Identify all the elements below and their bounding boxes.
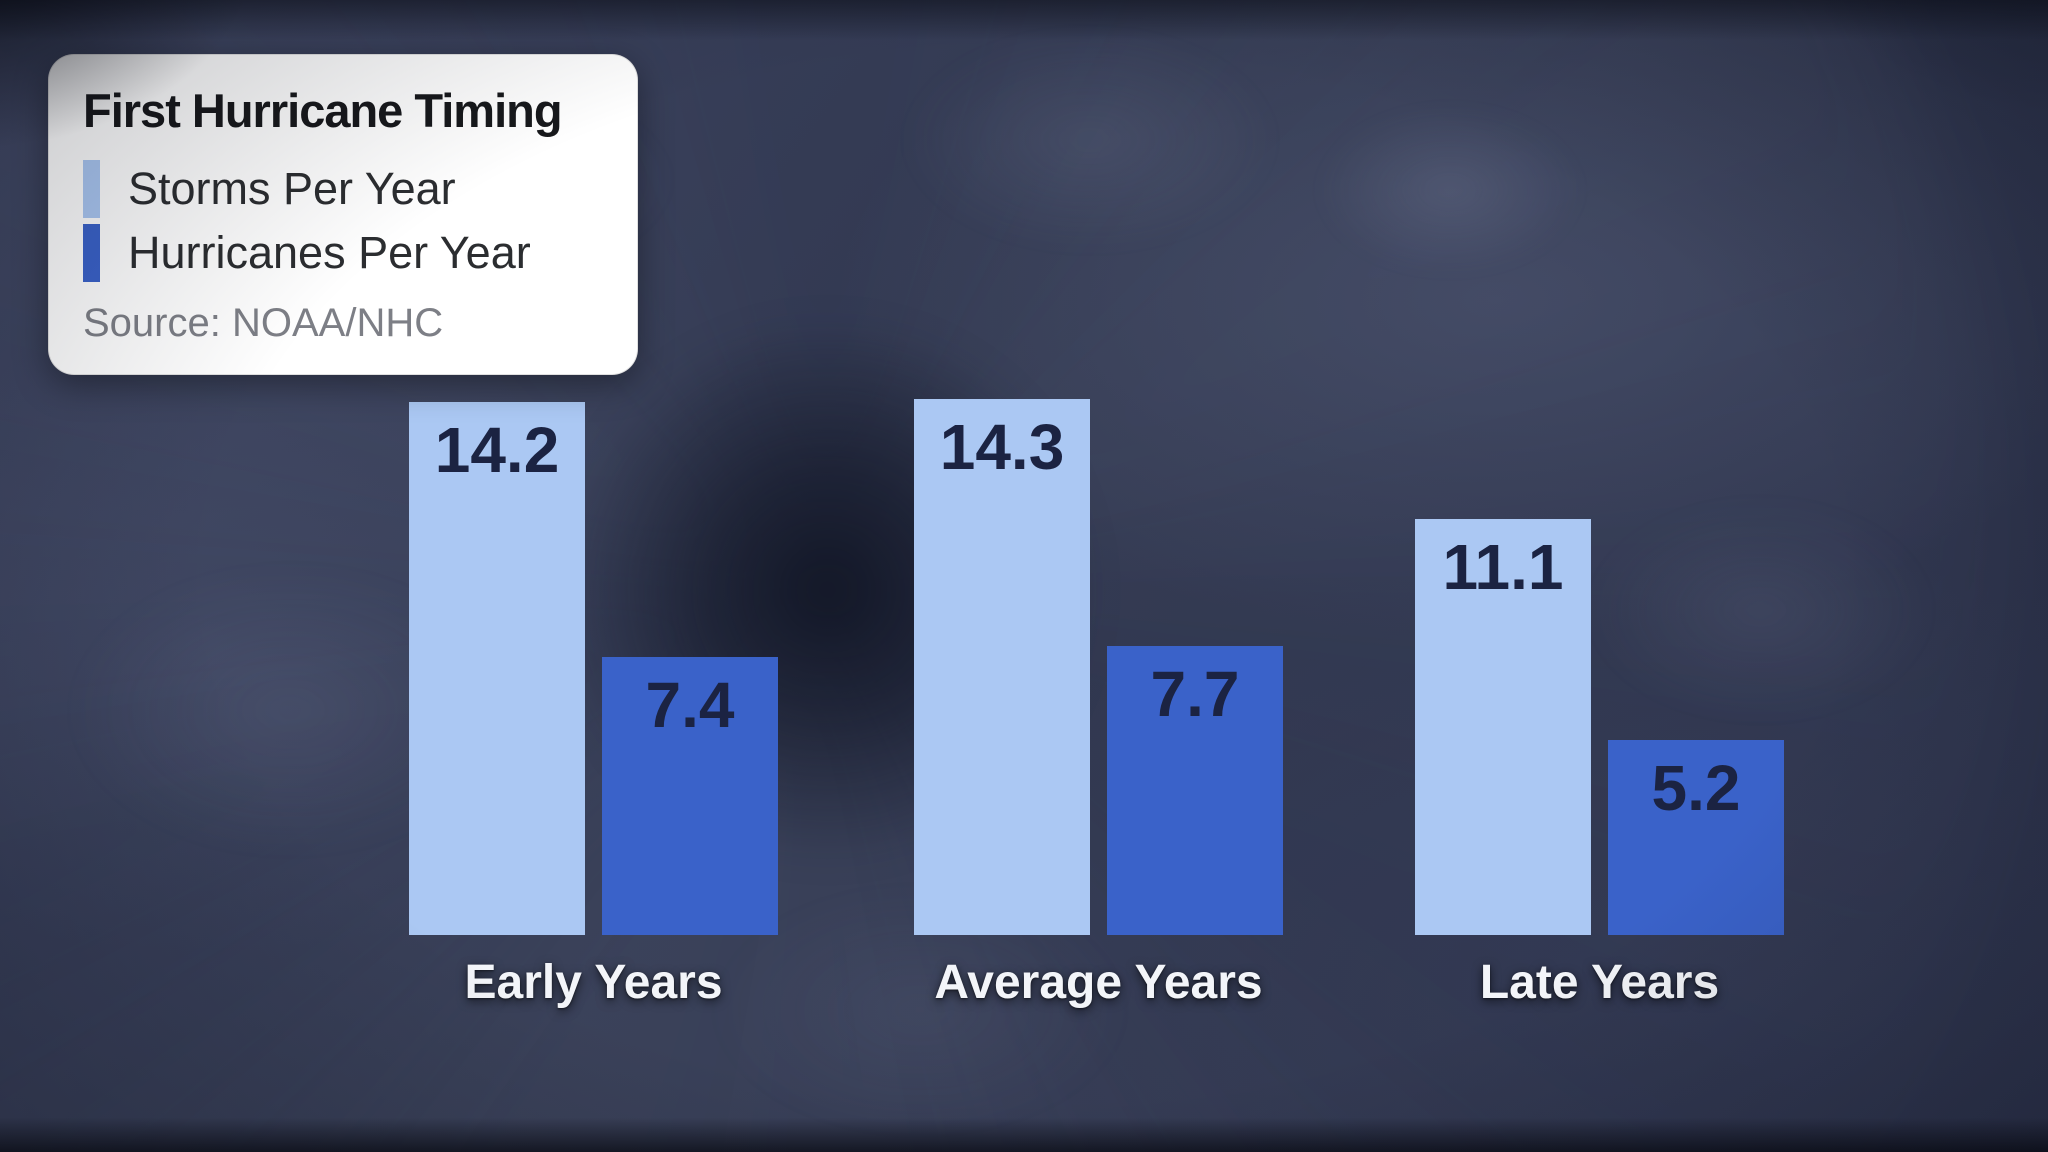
source-label: Source: NOAA/NHC [83,300,444,345]
bar-value-label: 5.2 [1651,752,1741,824]
bar-value-label: 14.3 [939,411,1065,483]
bar-hurricanes-per-year-late-years: 5.2 [1608,740,1784,935]
chart-title: First Hurricane Timing [83,84,563,137]
hurricanes-color-swatch [83,223,100,282]
storms-color-swatch [83,159,100,218]
bar-storms-per-year-late-years: 11.1 [1415,519,1591,935]
legend-item-storms-per-year: Storms Per Year [83,157,605,221]
bar-value-label: 14.2 [434,414,560,486]
bar-value-label: 7.4 [645,669,735,741]
bar-value-label: 7.7 [1150,658,1240,730]
legend-label-hurricanes: Hurricanes Per Year [128,226,531,278]
bar-storms-per-year-average-years: 14.3 [914,399,1090,935]
bar-storms-per-year-early-years: 14.2 [409,402,585,935]
legend-label-storms: Storms Per Year [128,162,456,214]
legend-card: First Hurricane Timing Storms Per Year H… [48,54,638,375]
category-label-early-years: Early Years [464,956,723,1009]
bar-hurricanes-per-year-average-years: 7.7 [1107,646,1283,935]
legend-item-hurricanes-per-year: Hurricanes Per Year [83,221,605,285]
bar-hurricanes-per-year-early-years: 7.4 [602,657,778,935]
category-label-late-years: Late Years [1479,956,1720,1009]
bar-value-label: 11.1 [1442,531,1564,603]
category-label-average-years: Average Years [934,956,1263,1009]
